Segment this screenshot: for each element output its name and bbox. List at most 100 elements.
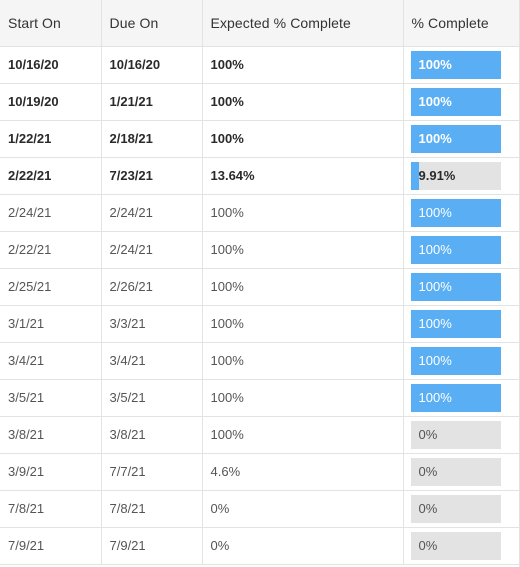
- progress-bar: 100%: [410, 50, 501, 79]
- progress-bar: 0%: [410, 494, 501, 523]
- table-row[interactable]: 3/1/21 3/3/21 100% 100%: [0, 305, 519, 343]
- expected-complete-cell: 0%: [202, 527, 404, 565]
- progress-bar-label: 0%: [418, 537, 438, 553]
- progress-bar-fill: [410, 309, 501, 338]
- progress-bar-label: 0%: [418, 500, 438, 516]
- percent-complete-cell: 100%: [403, 83, 519, 121]
- expected-complete-cell: 100%: [202, 305, 404, 343]
- expected-complete-cell: 100%: [202, 231, 404, 269]
- table-row[interactable]: 10/16/20 10/16/20 100% 100%: [0, 46, 519, 84]
- expected-complete-cell: 100%: [202, 194, 404, 232]
- progress-bar-fill: [410, 346, 501, 375]
- table-row[interactable]: 3/4/21 3/4/21 100% 100%: [0, 342, 519, 380]
- table-row[interactable]: 3/5/21 3/5/21 100% 100%: [0, 379, 519, 417]
- percent-complete-cell: 100%: [403, 268, 519, 306]
- table-row[interactable]: 7/9/21 7/9/21 0% 0%: [0, 527, 519, 565]
- progress-bar-fill: [410, 87, 501, 116]
- due-on-cell: 3/8/21: [101, 416, 203, 454]
- percent-complete-cell: 100%: [403, 194, 519, 232]
- start-on-cell: 2/22/21: [0, 231, 102, 269]
- progress-bar-label: 0%: [418, 463, 438, 479]
- progress-bar: 9.91%: [410, 161, 501, 190]
- table-row[interactable]: 1/22/21 2/18/21 100% 100%: [0, 120, 519, 158]
- due-on-cell: 3/5/21: [101, 379, 203, 417]
- percent-complete-cell: 100%: [403, 46, 519, 84]
- table-row[interactable]: 3/9/21 7/7/21 4.6% 0%: [0, 453, 519, 491]
- progress-bar-label: 0%: [418, 426, 438, 442]
- table-body: 10/16/20 10/16/20 100% 100% 10/19/20 1/21/21 1…: [0, 46, 519, 565]
- table-row[interactable]: 3/8/21 3/8/21 100% 0%: [0, 416, 519, 454]
- progress-bar-label: 100%: [418, 93, 452, 109]
- start-on-cell: 2/25/21: [0, 268, 102, 306]
- progress-bar: 100%: [410, 198, 501, 227]
- header-row: Start On Due On Expected % Complete % Co…: [0, 0, 519, 47]
- progress-bar: 100%: [410, 87, 501, 116]
- progress-bar: 0%: [410, 531, 501, 560]
- percent-complete-cell: 100%: [403, 379, 519, 417]
- start-on-cell: 7/9/21: [0, 527, 102, 565]
- column-header-due-on[interactable]: Due On: [101, 0, 203, 47]
- progress-bar: 100%: [410, 235, 501, 264]
- start-on-cell: 3/9/21: [0, 453, 102, 491]
- progress-bar: 100%: [410, 272, 501, 301]
- column-header-expected-complete[interactable]: Expected % Complete: [202, 0, 404, 47]
- progress-bar-label: 100%: [418, 278, 452, 294]
- expected-complete-cell: 100%: [202, 83, 404, 121]
- due-on-cell: 2/24/21: [101, 231, 203, 269]
- progress-bar-fill: [410, 124, 501, 153]
- start-on-cell: 3/1/21: [0, 305, 102, 343]
- expected-complete-cell: 100%: [202, 342, 404, 380]
- table-row[interactable]: 2/24/21 2/24/21 100% 100%: [0, 194, 519, 232]
- table-row[interactable]: 2/22/21 2/24/21 100% 100%: [0, 231, 519, 269]
- percent-complete-cell: 100%: [403, 305, 519, 343]
- progress-bar-label: 100%: [418, 241, 452, 257]
- start-on-cell: 2/22/21: [0, 157, 102, 195]
- progress-bar-label: 100%: [418, 315, 452, 331]
- start-on-cell: 7/8/21: [0, 490, 102, 528]
- percent-complete-cell: 0%: [403, 416, 519, 454]
- progress-bar-fill: [410, 235, 501, 264]
- table-row[interactable]: 2/25/21 2/26/21 100% 100%: [0, 268, 519, 306]
- start-on-cell: 1/22/21: [0, 120, 102, 158]
- column-header-percent-complete[interactable]: % Complete: [403, 0, 519, 47]
- expected-complete-cell: 100%: [202, 268, 404, 306]
- start-on-cell: 3/5/21: [0, 379, 102, 417]
- table-header: Start On Due On Expected % Complete % Co…: [0, 0, 519, 47]
- progress-bar-fill: [410, 272, 501, 301]
- percent-complete-cell: 100%: [403, 120, 519, 158]
- progress-bar: 0%: [410, 457, 501, 486]
- expected-complete-cell: 100%: [202, 46, 404, 84]
- progress-bar-label: 100%: [418, 352, 452, 368]
- progress-bar-fill: [410, 161, 420, 190]
- due-on-cell: 2/18/21: [101, 120, 203, 158]
- due-on-cell: 7/9/21: [101, 527, 203, 565]
- progress-bar-label: 100%: [418, 389, 452, 405]
- start-on-cell: 3/4/21: [0, 342, 102, 380]
- table-row[interactable]: 10/19/20 1/21/21 100% 100%: [0, 83, 519, 121]
- column-header-start-on[interactable]: Start On: [0, 0, 102, 47]
- expected-complete-cell: 100%: [202, 379, 404, 417]
- progress-bar-label: 9.91%: [418, 167, 456, 183]
- progress-bar-fill: [410, 383, 501, 412]
- expected-complete-cell: 4.6%: [202, 453, 404, 491]
- percent-complete-cell: 9.91%: [403, 157, 519, 195]
- progress-bar-label: 100%: [418, 130, 452, 146]
- progress-bar-fill: [410, 198, 501, 227]
- progress-bar: 100%: [410, 383, 501, 412]
- table-row[interactable]: 2/22/21 7/23/21 13.64% 9.91%: [0, 157, 519, 195]
- expected-complete-cell: 13.64%: [202, 157, 404, 195]
- due-on-cell: 7/23/21: [101, 157, 203, 195]
- expected-complete-cell: 100%: [202, 416, 404, 454]
- table-row[interactable]: 7/8/21 7/8/21 0% 0%: [0, 490, 519, 528]
- percent-complete-cell: 100%: [403, 231, 519, 269]
- progress-bar: 100%: [410, 346, 501, 375]
- due-on-cell: 7/8/21: [101, 490, 203, 528]
- due-on-cell: 7/7/21: [101, 453, 203, 491]
- start-on-cell: 3/8/21: [0, 416, 102, 454]
- due-on-cell: 10/16/20: [101, 46, 203, 84]
- progress-bar: 100%: [410, 124, 501, 153]
- start-on-cell: 10/19/20: [0, 83, 102, 121]
- due-on-cell: 2/26/21: [101, 268, 203, 306]
